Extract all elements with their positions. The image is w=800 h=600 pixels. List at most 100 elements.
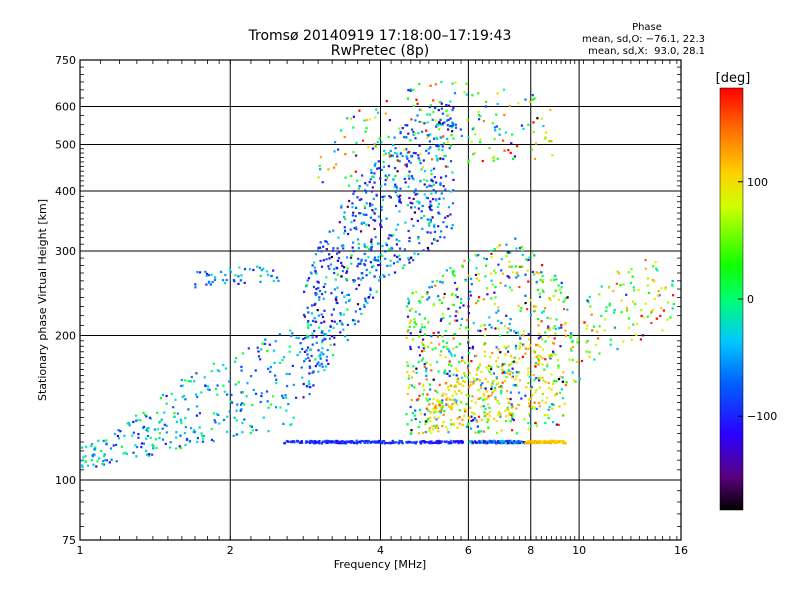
scatter-point <box>343 226 346 229</box>
scatter-point <box>363 305 366 308</box>
scatter-point <box>332 326 335 329</box>
scatter-point <box>509 398 512 401</box>
scatter-point <box>431 442 434 445</box>
scatter-point <box>365 191 368 194</box>
scatter-point <box>417 426 420 429</box>
scatter-point <box>363 441 367 444</box>
scatter-point <box>472 412 475 415</box>
scatter-point <box>377 167 380 170</box>
scatter-point <box>479 363 482 366</box>
scatter-point <box>218 370 221 373</box>
scatter-point <box>102 463 105 466</box>
scatter-point <box>664 286 667 289</box>
scatter-point <box>496 400 499 403</box>
scatter-point <box>466 367 469 370</box>
scatter-point <box>557 366 560 369</box>
scatter-point <box>321 341 324 344</box>
scatter-point <box>405 136 408 139</box>
scatter-point <box>335 301 338 304</box>
scatter-point <box>513 442 516 445</box>
scatter-point <box>161 393 164 396</box>
scatter-point <box>497 356 500 359</box>
scatter-point <box>453 92 457 95</box>
scatter-point <box>483 324 486 327</box>
scatter-point <box>609 343 612 346</box>
scatter-point <box>357 187 360 190</box>
scatter-point <box>452 137 455 140</box>
scatter-point <box>318 290 322 293</box>
scatter-point <box>279 361 282 364</box>
scatter-point <box>525 386 528 389</box>
scatter-point <box>423 170 427 173</box>
scatter-point <box>343 335 347 338</box>
scatter-point <box>441 281 444 284</box>
scatter-point <box>463 259 466 262</box>
scatter-point <box>372 258 375 261</box>
scatter-point <box>92 455 95 458</box>
scatter-point <box>241 391 244 394</box>
colorbar-tick-label: 0 <box>747 293 754 306</box>
scatter-point <box>342 244 345 247</box>
scatter-point <box>158 432 161 435</box>
scatter-point <box>335 298 338 301</box>
scatter-point <box>336 286 339 289</box>
scatter-point <box>423 413 426 416</box>
scatter-point <box>364 130 367 133</box>
scatter-point <box>200 432 203 435</box>
scatter-point <box>629 281 633 285</box>
scatter-point <box>447 348 450 351</box>
scatter-point <box>570 334 573 337</box>
scatter-point <box>521 355 524 358</box>
scatter-point <box>539 377 542 380</box>
scatter-point <box>319 155 322 159</box>
scatter-point <box>419 330 422 334</box>
scatter-point <box>575 360 578 363</box>
scatter-point <box>545 441 548 444</box>
scatter-point <box>386 264 389 267</box>
scatter-point <box>385 100 388 103</box>
scatter-point <box>414 132 417 135</box>
scatter-point <box>212 362 215 365</box>
scatter-point <box>617 272 620 275</box>
scatter-point <box>616 348 619 351</box>
scatter-point <box>260 392 263 395</box>
scatter-point <box>666 318 669 321</box>
scatter-point <box>449 439 452 442</box>
scatter-point <box>285 372 288 376</box>
scatter-point <box>457 311 460 314</box>
scatter-point <box>342 313 345 316</box>
scatter-point <box>385 217 388 220</box>
scatter-point <box>427 152 430 155</box>
scatter-point <box>549 442 552 445</box>
scatter-point <box>255 429 258 432</box>
scatter-point <box>446 119 449 122</box>
scatter-point <box>317 349 320 352</box>
scatter-point <box>344 229 347 232</box>
scatter-point <box>359 307 362 311</box>
scatter-point <box>319 259 322 262</box>
scatter-point <box>509 411 512 414</box>
scatter-point <box>485 390 488 393</box>
scatter-point <box>226 430 229 433</box>
scatter-point <box>352 249 355 253</box>
scatter-point <box>444 329 447 332</box>
scatter-point <box>586 299 589 302</box>
scatter-point <box>533 157 537 160</box>
scatter-point <box>320 351 323 354</box>
scatter-point <box>454 81 457 84</box>
scatter-point <box>605 309 608 313</box>
scatter-point <box>408 374 411 377</box>
scatter-point <box>396 155 399 158</box>
scatter-point <box>433 176 436 179</box>
scatter-point <box>154 438 158 441</box>
scatter-point <box>375 108 378 111</box>
scatter-point <box>496 102 499 106</box>
scatter-point <box>428 383 431 386</box>
scatter-point <box>379 260 382 263</box>
scatter-point <box>541 289 544 292</box>
scatter-point <box>467 297 470 300</box>
scatter-point <box>494 327 497 330</box>
scatter-point <box>433 230 437 233</box>
scatter-point <box>479 115 482 118</box>
scatter-point <box>508 412 511 415</box>
